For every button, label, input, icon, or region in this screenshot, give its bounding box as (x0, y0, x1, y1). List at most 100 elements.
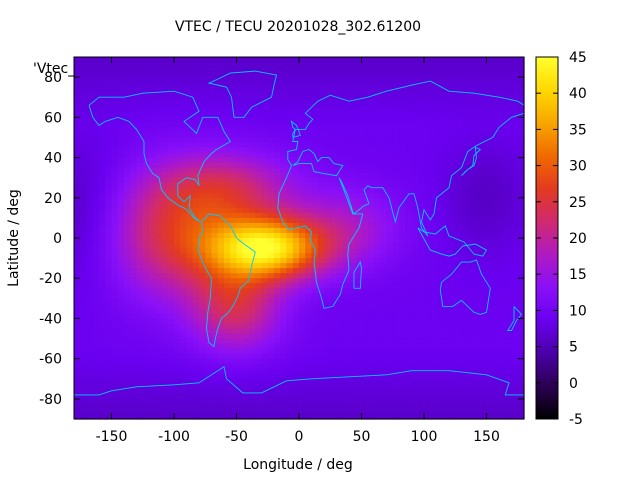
heatmap-cell (405, 268, 413, 274)
heatmap-cell (374, 147, 381, 154)
heatmap-cell (130, 278, 138, 284)
heatmap-cell (467, 82, 475, 88)
heatmap-cell (211, 238, 219, 244)
heatmap-cell (99, 318, 106, 325)
heatmap-cell (474, 383, 481, 390)
heatmap-cell (224, 132, 231, 139)
heatmap-cell (136, 142, 144, 149)
heatmap-cell (80, 378, 88, 385)
heatmap-cell (405, 318, 413, 325)
heatmap-cell (299, 238, 306, 244)
heatmap-cell (167, 338, 175, 345)
heatmap-cell (449, 278, 456, 284)
heatmap-cell (292, 238, 300, 244)
heatmap-cell (74, 82, 81, 88)
heatmap-cell (436, 177, 444, 184)
heatmap-cell (224, 378, 231, 385)
heatmap-cell (517, 393, 525, 400)
heatmap-cell (330, 192, 338, 199)
heatmap-cell (205, 167, 213, 174)
heatmap-cell (486, 77, 494, 83)
heatmap-cell (299, 202, 306, 209)
heatmap-cell (205, 142, 213, 149)
heatmap-cell (205, 403, 213, 410)
heatmap-cell (142, 142, 150, 149)
heatmap-cell (99, 92, 106, 98)
heatmap-cell (492, 82, 500, 88)
heatmap-cell (180, 253, 188, 259)
heatmap-cell (299, 232, 306, 239)
heatmap-cell (186, 202, 194, 209)
heatmap-cell (111, 127, 119, 134)
heatmap-cell (199, 187, 206, 194)
heatmap-cell (367, 147, 375, 154)
heatmap-cell (486, 268, 494, 274)
heatmap-cell (417, 318, 425, 325)
heatmap-cell (317, 248, 325, 254)
heatmap-cell (405, 227, 413, 234)
heatmap-cell (349, 358, 356, 365)
heatmap-cell (492, 127, 500, 134)
heatmap-cell (349, 192, 356, 199)
heatmap-cell (299, 248, 306, 254)
heatmap-cell (405, 82, 413, 88)
heatmap-cell (92, 142, 100, 149)
heatmap-cell (205, 358, 213, 365)
heatmap-cell (224, 323, 231, 330)
heatmap-cell (142, 278, 150, 284)
heatmap-cell (330, 308, 338, 315)
heatmap-cell (299, 57, 306, 63)
heatmap-cell (111, 273, 119, 279)
heatmap-cell (305, 278, 313, 284)
heatmap-cell (224, 318, 231, 325)
heatmap-cell (292, 328, 300, 335)
heatmap-cell (442, 278, 450, 284)
heatmap-cell (274, 333, 281, 340)
heatmap-cell (324, 102, 331, 108)
heatmap-cell (442, 293, 450, 299)
heatmap-cell (499, 298, 506, 304)
heatmap-cell (255, 303, 263, 309)
heatmap-cell (230, 333, 238, 340)
heatmap-cell (205, 102, 213, 108)
heatmap-cell (392, 167, 400, 174)
heatmap-cell (430, 162, 438, 169)
heatmap-cell (261, 157, 269, 164)
heatmap-cell (274, 197, 281, 204)
heatmap-cell (342, 293, 350, 299)
heatmap-cell (261, 303, 269, 309)
heatmap-cell (261, 57, 269, 63)
heatmap-cell (505, 102, 513, 108)
heatmap-cell (224, 77, 231, 83)
heatmap-cell (105, 238, 113, 244)
heatmap-cell (86, 358, 94, 365)
heatmap-cell (367, 57, 375, 63)
heatmap-cell (292, 343, 300, 350)
heatmap-cell (224, 192, 231, 199)
heatmap-cell (286, 62, 294, 68)
heatmap-cell (392, 393, 400, 400)
heatmap-cell (267, 142, 275, 149)
heatmap-cell (349, 167, 356, 174)
heatmap-cell (430, 398, 438, 405)
heatmap-cell (424, 238, 431, 244)
heatmap-cell (399, 378, 406, 385)
heatmap-cell (74, 182, 81, 189)
heatmap-cell (186, 253, 194, 259)
heatmap-cell (117, 222, 125, 229)
heatmap-cell (92, 313, 100, 320)
heatmap-cell (336, 258, 344, 264)
heatmap-cell (80, 162, 88, 169)
heatmap-cell (486, 263, 494, 269)
heatmap-cell (349, 62, 356, 68)
heatmap-cell (111, 353, 119, 360)
heatmap-cell (142, 358, 150, 365)
heatmap-cell (230, 142, 238, 149)
heatmap-cell (117, 197, 125, 204)
heatmap-cell (342, 343, 350, 350)
heatmap-cell (449, 338, 456, 345)
heatmap-cell (99, 127, 106, 134)
heatmap-cell (105, 248, 113, 254)
heatmap-cell (111, 318, 119, 325)
heatmap-cell (511, 328, 519, 335)
